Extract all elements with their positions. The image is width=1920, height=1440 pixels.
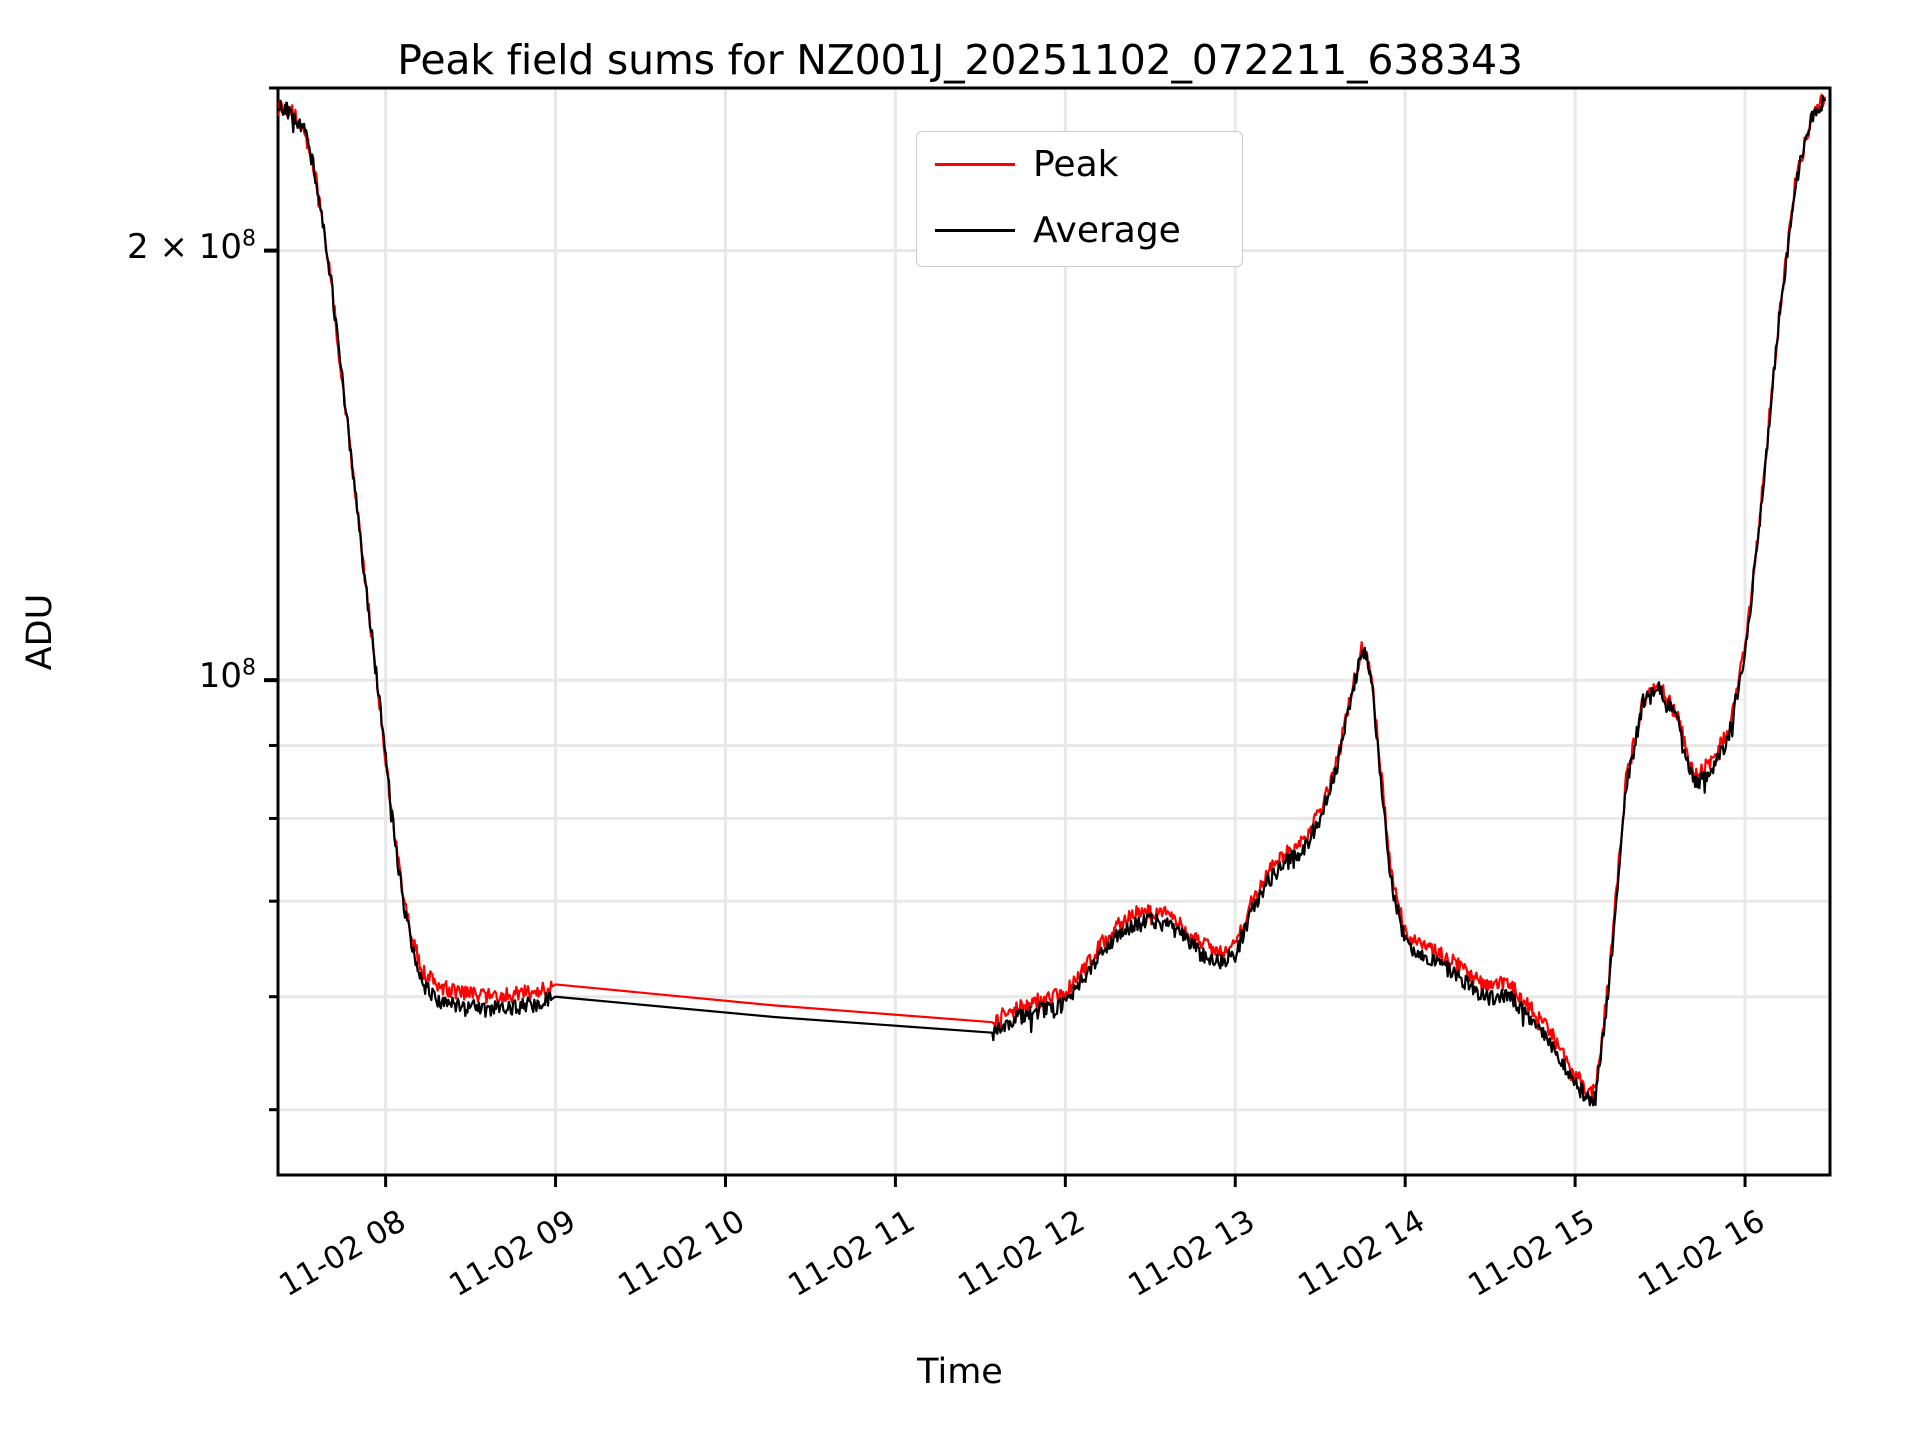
chart-title: Peak field sums for NZ001J_20251102_0722… [397, 36, 1523, 84]
axis-frame [276, 86, 1832, 1177]
chart-legend: Peak Average [916, 131, 1243, 267]
legend-swatch-peak [935, 162, 1015, 166]
legend-entry-peak: Peak [917, 140, 1118, 188]
legend-label-peak: Peak [1033, 143, 1119, 185]
y-axis-label: ADU [20, 593, 60, 671]
legend-label-average: Average [1033, 209, 1181, 251]
y-tick-label: 2 × 108 [127, 226, 256, 267]
data-lines-group [277, 93, 1826, 1107]
legend-entry-average: Average [917, 206, 1181, 254]
data-line-average [277, 94, 1826, 1107]
legend-swatch-average [935, 228, 1015, 232]
plot-border [276, 86, 1832, 1177]
x-axis-label: Time [917, 1352, 1003, 1392]
y-tick-label: 108 [198, 655, 256, 697]
tick-marks-group [264, 86, 1747, 1187]
